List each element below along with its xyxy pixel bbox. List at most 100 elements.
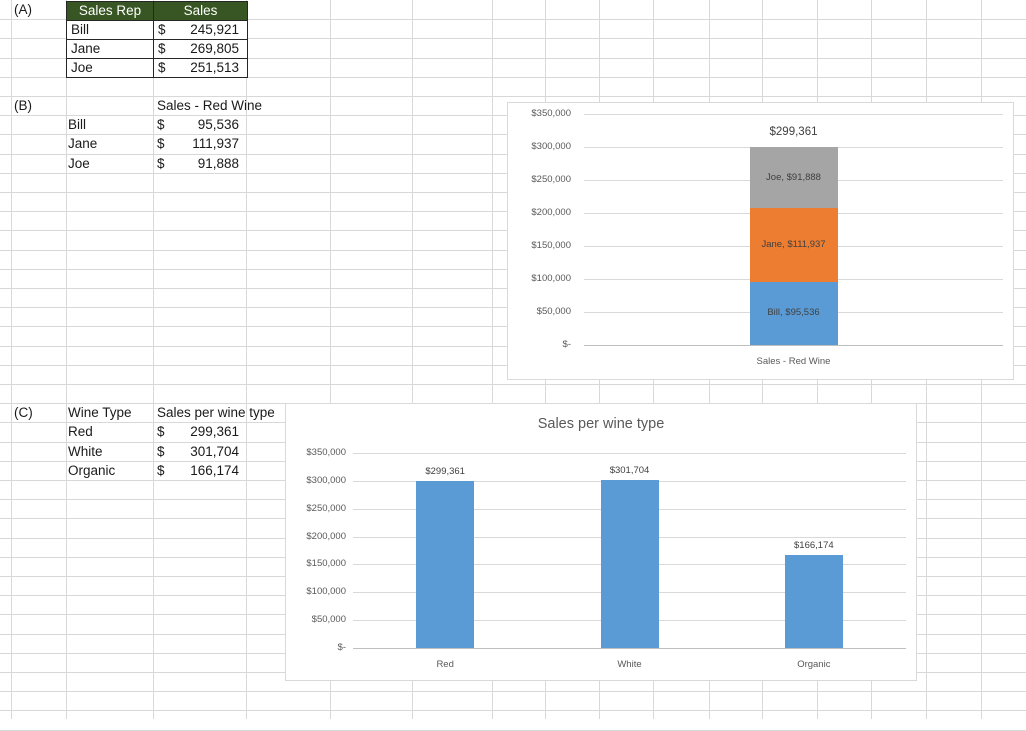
sheet-gridline	[0, 76, 1026, 78]
amount-value: 251,513	[190, 60, 239, 75]
sheet-gridline	[0, 19, 1026, 21]
bar-red[interactable]	[416, 481, 475, 648]
x-axis-category-label: White	[617, 659, 642, 670]
cell-name[interactable]: Organic	[68, 462, 116, 478]
cell-name[interactable]: Bill	[67, 21, 154, 39]
sheet-gridline	[66, 0, 67, 719]
chart-sales-per-wine-type[interactable]: Sales per wine type $350,000 $300,000 $250…	[285, 403, 917, 681]
cell-amount[interactable]: $ 269,805	[154, 40, 247, 58]
y-axis-tick-label: $150,000	[531, 240, 571, 251]
y-axis-tick-label: $350,000	[531, 108, 571, 119]
currency-symbol: $	[157, 136, 165, 152]
y-axis-tick-label: $200,000	[531, 207, 571, 218]
y-axis-tick-label: $250,000	[531, 174, 571, 185]
bar-value-label: $301,704	[609, 464, 650, 476]
y-axis-tick-label: $100,000	[306, 586, 346, 598]
table-row[interactable]: Joe $ 251,513	[67, 59, 247, 77]
section-c-header-wine-type[interactable]: Wine Type	[68, 405, 132, 421]
currency-symbol: $	[157, 462, 165, 478]
currency-symbol: $	[158, 22, 166, 37]
section-b-label: (B)	[14, 98, 32, 113]
y-axis-tick-label: $300,000	[531, 141, 571, 152]
sheet-gridline	[0, 38, 1026, 40]
x-axis-category-label: Organic	[797, 659, 831, 670]
amount-value[interactable]: 111,937	[192, 136, 239, 152]
bar-value-label: $299,361	[425, 466, 465, 478]
currency-symbol: $	[158, 41, 166, 56]
bar-segment-joe[interactable]	[749, 147, 838, 209]
y-axis-tick-label: $50,000	[536, 306, 571, 317]
cell-name[interactable]: Jane	[68, 136, 98, 152]
section-b-title[interactable]: Sales - Red Wine	[157, 98, 263, 113]
y-axis-tick-label: $-	[562, 339, 571, 350]
sales-rep-table[interactable]: Sales Rep Sales Bill $ 245,921 Jane $ 26…	[66, 1, 248, 78]
table-row[interactable]: Jane $ 269,805	[67, 40, 247, 59]
amount-value[interactable]: 299,361	[190, 424, 239, 440]
sheet-gridline	[246, 0, 247, 719]
x-axis-category-label: Sales - Red Wine	[756, 356, 831, 367]
table-row[interactable]: Bill $ 245,921	[67, 21, 247, 40]
bar-segment-label: Bill, $95,536	[767, 307, 820, 319]
chart-title: Sales per wine type	[537, 416, 665, 432]
amount-value: 269,805	[190, 41, 239, 56]
bar-value-label: $166,174	[794, 540, 834, 552]
sheet-gridline	[0, 96, 1026, 97]
cell-name[interactable]: White	[68, 443, 103, 459]
bar-segment-label: Jane, $111,937	[761, 239, 826, 250]
y-axis-tick-label: $200,000	[306, 530, 346, 542]
y-axis-tick-label: $150,000	[306, 558, 346, 570]
cell-name[interactable]: Bill	[68, 117, 87, 133]
cell-name[interactable]: Joe	[67, 59, 154, 77]
bar-segment-bill[interactable]	[749, 281, 838, 345]
currency-symbol: $	[158, 60, 166, 75]
section-c-header-sales[interactable]: Sales per wine type	[157, 405, 275, 421]
header-cell-sales-rep: Sales Rep	[67, 2, 154, 20]
cell-name[interactable]: Red	[68, 424, 93, 440]
chart-red-wine-stacked[interactable]: $350,000 $300,000 $250,000 $200,000 $150,000…	[507, 102, 1014, 380]
amount-value[interactable]: 301,704	[190, 443, 239, 459]
cell-name[interactable]: Jane	[67, 40, 154, 58]
currency-symbol: $	[157, 155, 165, 171]
bar-white[interactable]	[600, 479, 659, 648]
cell-name[interactable]: Joe	[68, 155, 90, 171]
amount-value: 245,921	[190, 22, 239, 37]
y-axis-tick-label: $300,000	[306, 474, 346, 486]
sheet-gridline	[0, 691, 1026, 693]
section-c-label: (C)	[14, 405, 33, 421]
chart-gridline	[353, 453, 906, 454]
currency-symbol: $	[157, 443, 165, 459]
chart-gridline	[584, 345, 1003, 346]
amount-value[interactable]: 166,174	[190, 462, 239, 478]
currency-symbol: $	[157, 117, 165, 133]
amount-value[interactable]: 91,888	[197, 155, 239, 171]
sheet-gridline	[492, 0, 493, 719]
sheet-gridline	[153, 0, 154, 719]
section-a-label: (A)	[14, 2, 32, 17]
table-header-row[interactable]: Sales Rep Sales	[67, 2, 247, 21]
currency-symbol: $	[157, 424, 165, 440]
bar-segment-jane[interactable]	[749, 208, 838, 282]
chart-gridline	[353, 648, 906, 649]
sheet-gridline	[412, 0, 413, 719]
sheet-gridline	[0, 57, 1026, 59]
bar-organic[interactable]	[784, 555, 843, 648]
y-axis-tick-label: $250,000	[306, 502, 346, 514]
sheet-gridline	[11, 0, 12, 719]
cell-amount[interactable]: $ 245,921	[154, 21, 247, 39]
cell-amount[interactable]: $ 251,513	[154, 59, 247, 77]
y-axis-tick-label: $-	[337, 642, 346, 653]
sheet-gridline	[0, 384, 1026, 385]
header-cell-sales: Sales	[183, 3, 218, 18]
bar-total-label: $299,361	[769, 126, 818, 139]
y-axis-tick-label: $350,000	[306, 447, 346, 458]
amount-value[interactable]: 95,536	[197, 117, 239, 133]
y-axis-tick-label: $50,000	[311, 614, 346, 626]
bar-segment-label: Joe, $91,888	[766, 171, 821, 183]
chart-gridline	[584, 114, 1003, 115]
sheet-gridline	[0, 729, 1026, 731]
y-axis-tick-label: $100,000	[531, 273, 571, 284]
x-axis-category-label: Red	[436, 659, 454, 670]
sheet-gridline	[0, 710, 1026, 712]
sheet-gridline	[330, 0, 331, 719]
